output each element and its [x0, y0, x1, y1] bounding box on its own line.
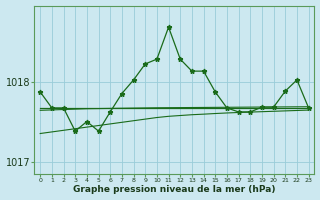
X-axis label: Graphe pression niveau de la mer (hPa): Graphe pression niveau de la mer (hPa)	[73, 185, 276, 194]
